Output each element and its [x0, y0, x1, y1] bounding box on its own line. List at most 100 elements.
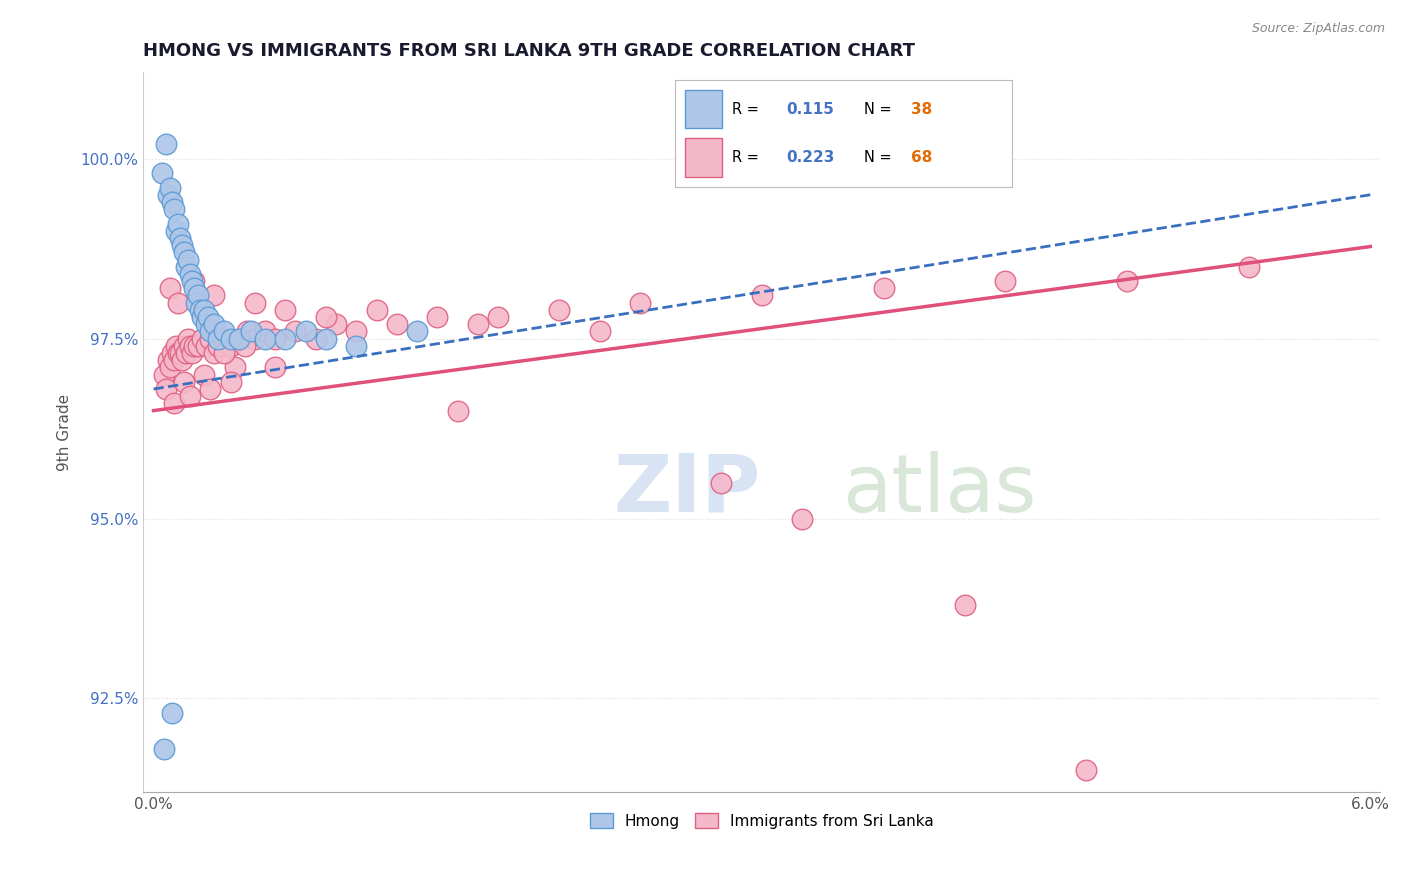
- Point: [155, 137, 177, 152]
- Point: [155, 382, 177, 396]
- Point: [284, 325, 307, 339]
- Point: [152, 741, 174, 756]
- Point: [953, 598, 976, 612]
- Point: [163, 202, 186, 216]
- Point: [179, 267, 201, 281]
- Text: HMONG VS IMMIGRANTS FROM SRI LANKA 9TH GRADE CORRELATION CHART: HMONG VS IMMIGRANTS FROM SRI LANKA 9TH G…: [143, 42, 915, 60]
- Point: [183, 281, 205, 295]
- Point: [187, 339, 209, 353]
- Point: [166, 295, 188, 310]
- Point: [228, 332, 250, 346]
- Point: [177, 252, 200, 267]
- Bar: [685, 138, 723, 177]
- Point: [628, 295, 651, 310]
- Point: [305, 332, 328, 346]
- Point: [214, 332, 236, 346]
- Point: [1237, 260, 1260, 274]
- Point: [548, 302, 571, 317]
- Point: [200, 332, 222, 346]
- Point: [366, 302, 388, 317]
- Point: [170, 238, 193, 252]
- Point: [710, 475, 733, 490]
- Point: [170, 353, 193, 368]
- Point: [274, 302, 297, 317]
- Point: [254, 332, 277, 346]
- Point: [159, 360, 181, 375]
- Point: [150, 166, 173, 180]
- Point: [294, 325, 316, 339]
- Point: [156, 187, 179, 202]
- Point: [195, 318, 218, 332]
- Text: 0.115: 0.115: [786, 102, 834, 117]
- Legend: Hmong, Immigrants from Sri Lanka: Hmong, Immigrants from Sri Lanka: [583, 806, 941, 835]
- Point: [160, 706, 183, 720]
- Point: [173, 245, 195, 260]
- Point: [1076, 764, 1098, 778]
- Point: [160, 194, 183, 209]
- Point: [325, 318, 347, 332]
- Point: [224, 360, 246, 375]
- Point: [173, 375, 195, 389]
- Point: [207, 339, 229, 353]
- Point: [1116, 274, 1139, 288]
- Point: [193, 302, 215, 317]
- Point: [163, 353, 186, 368]
- Point: [187, 288, 209, 302]
- Point: [181, 346, 204, 360]
- Point: [197, 310, 219, 324]
- Point: [467, 318, 489, 332]
- Point: [174, 346, 197, 360]
- Point: [184, 295, 207, 310]
- Point: [159, 281, 181, 295]
- Point: [219, 332, 242, 346]
- Point: [200, 382, 222, 396]
- Point: [166, 217, 188, 231]
- Point: [486, 310, 509, 324]
- Point: [207, 332, 229, 346]
- Point: [872, 281, 894, 295]
- Point: [219, 339, 242, 353]
- Point: [166, 346, 188, 360]
- Point: [152, 368, 174, 382]
- Point: [243, 295, 266, 310]
- Point: [344, 325, 367, 339]
- Point: [589, 325, 612, 339]
- Point: [751, 288, 773, 302]
- Point: [183, 274, 205, 288]
- Point: [243, 332, 266, 346]
- Point: [233, 339, 256, 353]
- Point: [173, 339, 195, 353]
- Point: [315, 332, 337, 346]
- Point: [214, 346, 236, 360]
- Text: 38: 38: [911, 102, 932, 117]
- Point: [160, 346, 183, 360]
- Bar: [685, 90, 723, 128]
- Point: [200, 325, 222, 339]
- Point: [219, 375, 242, 389]
- Point: [792, 511, 814, 525]
- Text: Source: ZipAtlas.com: Source: ZipAtlas.com: [1251, 22, 1385, 36]
- Y-axis label: 9th Grade: 9th Grade: [58, 393, 72, 471]
- Point: [254, 325, 277, 339]
- Text: atlas: atlas: [842, 450, 1036, 529]
- Point: [181, 274, 204, 288]
- Text: ZIP: ZIP: [613, 450, 761, 529]
- Point: [202, 288, 225, 302]
- Text: R =: R =: [733, 150, 763, 165]
- Point: [191, 310, 214, 324]
- Point: [169, 231, 191, 245]
- Point: [385, 318, 408, 332]
- Text: N =: N =: [863, 102, 896, 117]
- Point: [159, 180, 181, 194]
- Point: [236, 325, 259, 339]
- Point: [165, 224, 187, 238]
- Point: [426, 310, 449, 324]
- Point: [274, 332, 297, 346]
- Point: [264, 360, 287, 375]
- Point: [177, 332, 200, 346]
- Point: [202, 318, 225, 332]
- Point: [447, 403, 470, 417]
- Text: R =: R =: [733, 102, 763, 117]
- Point: [156, 353, 179, 368]
- Point: [195, 339, 218, 353]
